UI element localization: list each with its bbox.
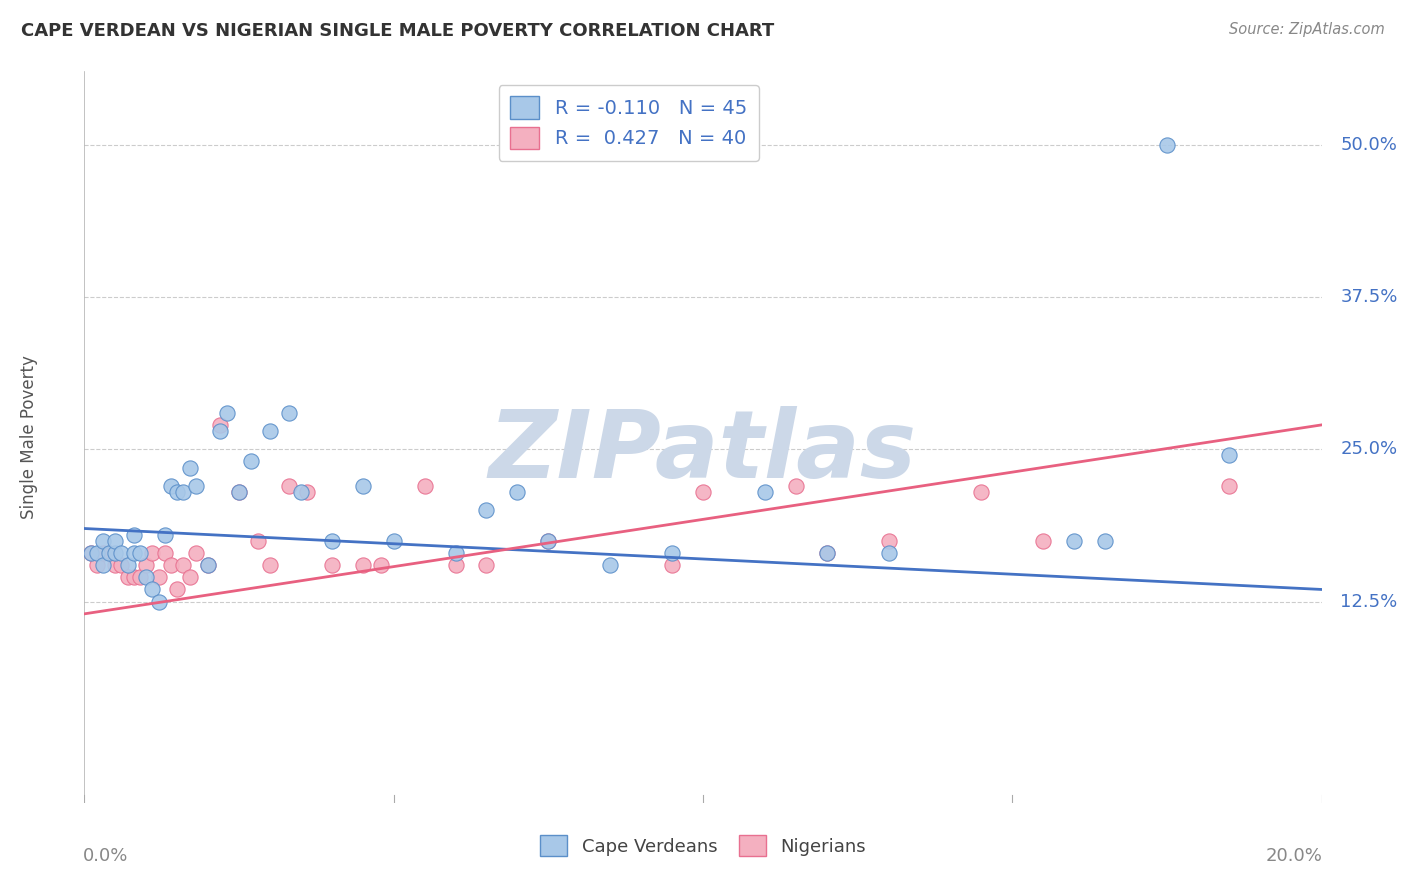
Text: ZIPatlas: ZIPatlas <box>489 406 917 498</box>
Point <box>815 546 838 560</box>
Point <box>179 570 201 584</box>
Text: CAPE VERDEAN VS NIGERIAN SINGLE MALE POVERTY CORRELATION CHART: CAPE VERDEAN VS NIGERIAN SINGLE MALE POV… <box>21 22 775 40</box>
Point <box>1156 137 1178 152</box>
Point <box>661 558 683 573</box>
Point <box>209 417 232 432</box>
Point <box>160 558 183 573</box>
Point <box>259 558 281 573</box>
Point <box>86 558 108 573</box>
Point <box>413 479 436 493</box>
Point <box>1063 533 1085 548</box>
Point <box>91 533 114 548</box>
Point <box>506 485 529 500</box>
Point <box>277 479 299 493</box>
Point <box>122 527 145 541</box>
Text: 37.5%: 37.5% <box>1340 288 1398 306</box>
Point <box>135 558 157 573</box>
Point <box>754 485 776 500</box>
Text: Source: ZipAtlas.com: Source: ZipAtlas.com <box>1229 22 1385 37</box>
Point <box>135 570 157 584</box>
Point <box>1094 533 1116 548</box>
Point <box>148 594 170 608</box>
Point <box>475 558 498 573</box>
Point <box>98 546 121 560</box>
Point <box>240 454 263 468</box>
Point <box>179 460 201 475</box>
Text: 20.0%: 20.0% <box>1265 847 1323 864</box>
Point <box>277 406 299 420</box>
Point <box>215 406 238 420</box>
Text: 12.5%: 12.5% <box>1340 592 1398 611</box>
Point <box>877 533 900 548</box>
Point <box>352 479 374 493</box>
Point <box>166 582 188 597</box>
Point <box>370 558 392 573</box>
Point <box>86 546 108 560</box>
Point <box>110 558 132 573</box>
Point <box>172 485 194 500</box>
Point <box>321 533 343 548</box>
Text: Single Male Poverty: Single Male Poverty <box>20 355 38 519</box>
Point <box>166 485 188 500</box>
Legend: R = -0.110   N = 45, R =  0.427   N = 40: R = -0.110 N = 45, R = 0.427 N = 40 <box>499 85 759 161</box>
Text: 50.0%: 50.0% <box>1340 136 1398 153</box>
Text: 25.0%: 25.0% <box>1340 441 1398 458</box>
Point <box>184 546 207 560</box>
Point <box>98 546 121 560</box>
Point <box>785 479 807 493</box>
Point <box>122 546 145 560</box>
Point <box>970 485 993 500</box>
Point <box>104 558 127 573</box>
Point <box>692 485 714 500</box>
Point <box>141 582 163 597</box>
Point <box>104 546 127 560</box>
Point <box>295 485 318 500</box>
Legend: Cape Verdeans, Nigerians: Cape Verdeans, Nigerians <box>533 828 873 863</box>
Point <box>148 570 170 584</box>
Point <box>382 533 405 548</box>
Point <box>246 533 269 548</box>
Point <box>153 527 176 541</box>
Point <box>184 479 207 493</box>
Point <box>877 546 900 560</box>
Point <box>117 558 139 573</box>
Point <box>104 533 127 548</box>
Point <box>79 546 101 560</box>
Text: 0.0%: 0.0% <box>83 847 128 864</box>
Point <box>475 503 498 517</box>
Point <box>79 546 101 560</box>
Point <box>172 558 194 573</box>
Point <box>444 546 467 560</box>
Point <box>110 546 132 560</box>
Point <box>1218 479 1240 493</box>
Point <box>537 533 560 548</box>
Point <box>91 558 114 573</box>
Point <box>91 546 114 560</box>
Point <box>197 558 219 573</box>
Point <box>290 485 312 500</box>
Point <box>122 570 145 584</box>
Point <box>228 485 250 500</box>
Point <box>117 570 139 584</box>
Point <box>1032 533 1054 548</box>
Point <box>321 558 343 573</box>
Point <box>815 546 838 560</box>
Point <box>259 424 281 438</box>
Point <box>129 546 152 560</box>
Point <box>1218 449 1240 463</box>
Point <box>444 558 467 573</box>
Point <box>153 546 176 560</box>
Point <box>209 424 232 438</box>
Point <box>129 570 152 584</box>
Point <box>599 558 621 573</box>
Point <box>537 533 560 548</box>
Point <box>160 479 183 493</box>
Point <box>352 558 374 573</box>
Point <box>141 546 163 560</box>
Point <box>197 558 219 573</box>
Point <box>661 546 683 560</box>
Point <box>228 485 250 500</box>
